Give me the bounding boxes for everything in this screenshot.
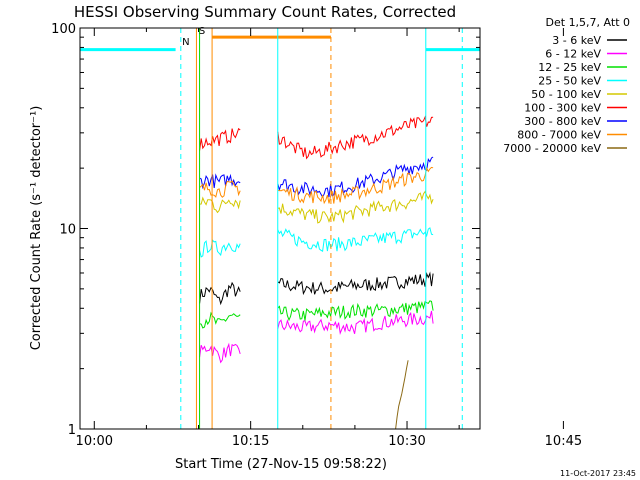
n-marker-label: N — [182, 37, 189, 48]
y-tick-label: 1 — [68, 423, 76, 438]
plot-area — [199, 115, 434, 430]
series-100-300-kev-segment-1 — [199, 127, 241, 151]
x-tick-label: 10:00 — [76, 434, 113, 449]
legend-label: 800 - 7000 keV — [517, 129, 601, 142]
plot-frame — [79, 27, 481, 430]
x-axis-label: Start Time (27-Nov-15 09:58:22) — [175, 457, 387, 472]
legend-label: 7000 - 20000 keV — [503, 142, 601, 155]
y-tick-label: 10 — [59, 223, 76, 238]
series-25-50-kev-segment-1 — [199, 239, 241, 258]
legend-label: 25 - 50 keV — [538, 75, 601, 88]
series-3-6-kev-segment-1 — [199, 281, 241, 306]
series-800-7000-kev-segment-1 — [199, 180, 241, 198]
series-25-50-kev-segment-2 — [277, 227, 434, 252]
series-7000-20000-kev-segment-1 — [395, 360, 409, 430]
series-300-800-kev-segment-2 — [277, 156, 434, 199]
series-50-100-kev-segment-2 — [277, 190, 434, 224]
x-tick-label: 10:45 — [545, 434, 582, 449]
flag-layer: SN — [80, 26, 480, 429]
x-tick-label: 10:15 — [232, 434, 269, 449]
x-tick-label: 10:30 — [388, 434, 425, 449]
series-50-100-kev-segment-1 — [199, 196, 241, 214]
footer-timestamp: 11-Oct-2017 23:45 — [560, 469, 636, 478]
legend-label: 12 - 25 keV — [538, 61, 601, 74]
legend-label: 50 - 100 keV — [531, 88, 601, 101]
series-100-300-kev-segment-2 — [277, 115, 434, 160]
y-tick-label: 100 — [51, 22, 76, 37]
y-axis-label: Corrected Count Rate (s⁻¹ detector⁻¹) — [29, 106, 44, 351]
series-6-12-kev-segment-2 — [277, 310, 434, 335]
series-300-800-kev-segment-1 — [199, 173, 241, 190]
axis-ticks: 10:0010:1510:3010:4511:0011:1511:3011010… — [51, 22, 582, 449]
legend-label: 3 - 6 keV — [552, 34, 601, 47]
series-3-6-kev-segment-2 — [277, 271, 434, 296]
series-6-12-kev-segment-1 — [199, 342, 241, 364]
legend-title: Det 1,5,7, Att 0 — [546, 16, 630, 29]
legend-label: 6 - 12 keV — [545, 48, 601, 61]
legend-label: 100 - 300 keV — [524, 102, 601, 115]
chart-title: HESSI Observing Summary Count Rates, Cor… — [74, 3, 456, 21]
series-12-25-kev-segment-2 — [277, 300, 434, 322]
series-800-7000-kev-segment-2 — [277, 166, 434, 205]
s-marker-label: S — [199, 26, 205, 37]
series-12-25-kev-segment-1 — [199, 311, 241, 329]
legend-label: 300 - 800 keV — [524, 115, 601, 128]
